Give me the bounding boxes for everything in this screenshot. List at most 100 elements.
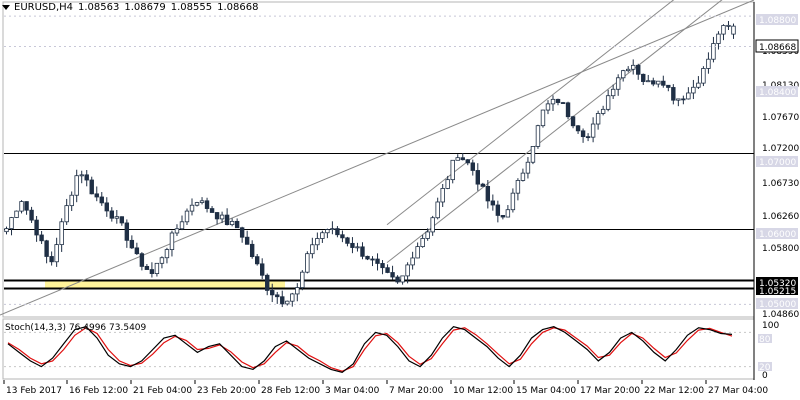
candle-body xyxy=(330,228,335,231)
svg-text:1.05000: 1.05000 xyxy=(759,300,796,310)
candle-body xyxy=(425,231,430,239)
candle-body xyxy=(395,276,400,283)
time-tick-label: 22 Mar 12:00 xyxy=(644,386,704,396)
candle-body xyxy=(430,217,435,233)
candle-body xyxy=(555,98,561,103)
candle-body xyxy=(19,201,24,212)
candle-body xyxy=(14,210,19,218)
candle-body xyxy=(530,146,536,163)
time-tick-label: 21 Feb 04:00 xyxy=(133,386,192,396)
svg-text:1.07000: 1.07000 xyxy=(759,158,796,168)
price-tags: 1.08800 1.08668 1.08400 1.07000 1.06000 … xyxy=(755,14,799,310)
candle-body xyxy=(89,179,94,195)
candle-body xyxy=(380,263,385,269)
candle-body xyxy=(340,234,345,239)
candle-body xyxy=(661,80,666,86)
time-axis: 13 Feb 2017 16 Feb 12:00 21 Feb 04:00 23 Fe… xyxy=(3,380,768,396)
svg-text:1.06000: 1.06000 xyxy=(759,230,796,240)
candle-body xyxy=(315,238,320,246)
candle-body xyxy=(415,246,420,259)
candle-body xyxy=(244,236,250,245)
candle-body xyxy=(350,242,355,248)
candle-body xyxy=(450,159,455,181)
candle-body xyxy=(285,300,290,305)
candle-body xyxy=(460,157,465,161)
candle-body xyxy=(270,290,275,296)
candle-body xyxy=(74,175,79,196)
candle-body xyxy=(119,216,125,224)
candle-body xyxy=(104,202,109,212)
time-tick-label: 15 Mar 04:00 xyxy=(516,386,576,396)
horizontal-levels xyxy=(4,153,754,290)
candle-body xyxy=(219,214,225,220)
candle-body xyxy=(545,103,551,111)
stochastic-signal-value: 73.5409 xyxy=(109,323,147,333)
candle-body xyxy=(701,68,706,84)
candle-body xyxy=(275,294,280,298)
price-tick: 1.05800 xyxy=(762,244,799,254)
candle-body xyxy=(666,84,671,88)
candle-body xyxy=(124,222,130,241)
symbol-timeframe: EURUSD,H4 xyxy=(14,2,74,13)
candle-body xyxy=(535,125,541,147)
candle-body xyxy=(99,196,104,204)
candle-body xyxy=(580,130,586,138)
candle-body xyxy=(129,239,135,249)
price-tick: 1.06260 xyxy=(762,212,799,222)
stochastic-lines xyxy=(4,326,754,373)
candle-body xyxy=(94,193,99,198)
stoch-level-label: 0 xyxy=(762,371,768,381)
candle-body xyxy=(465,159,470,164)
time-tick-label: 13 Feb 2017 xyxy=(6,386,62,396)
candle-body xyxy=(194,202,200,206)
candle-body xyxy=(520,172,526,181)
candle-body xyxy=(139,253,145,267)
dropdown-triangle-icon[interactable] xyxy=(2,5,10,10)
ohlc-high: 1.08679 xyxy=(124,2,166,13)
candle-body xyxy=(455,157,460,161)
price-tag-1-06000: 1.06000 xyxy=(756,228,798,240)
regression-channel xyxy=(0,0,755,316)
stochastic-main-value: 76.4996 xyxy=(68,323,107,333)
price-tag-current: 1.08668 xyxy=(755,39,799,53)
candle-body xyxy=(570,116,576,127)
price-tag-1-05000: 1.05000 xyxy=(756,298,798,310)
candle-body xyxy=(620,70,626,79)
candle-body xyxy=(29,209,34,221)
candle-body xyxy=(490,200,496,206)
svg-text:1.05215: 1.05215 xyxy=(759,287,796,297)
candle-body xyxy=(84,174,89,181)
candle-body xyxy=(64,205,69,223)
candle-body xyxy=(149,269,155,274)
candle-body xyxy=(631,64,636,70)
candle-body xyxy=(525,161,531,174)
candle-body xyxy=(470,162,475,171)
candle-body xyxy=(310,244,315,255)
stoch-level-label: 20 xyxy=(759,363,771,373)
candle-body xyxy=(179,221,185,230)
channel-lower-line xyxy=(0,0,755,316)
ohlc-close: 1.08668 xyxy=(217,2,259,13)
candle-body xyxy=(651,80,656,85)
candle-body xyxy=(345,237,350,244)
candle-body xyxy=(641,73,646,82)
candle-body xyxy=(214,212,220,220)
candle-body xyxy=(229,220,235,226)
price-tick: 1.07670 xyxy=(762,113,799,123)
stochastic-name: Stoch(14,3,3) xyxy=(5,323,67,333)
candle-body xyxy=(440,188,445,203)
candle-body xyxy=(355,246,360,249)
candle-body xyxy=(360,246,365,257)
support-zone xyxy=(45,280,285,289)
candle-body xyxy=(335,228,340,236)
stoch-axis: 100 80 20 0 xyxy=(758,321,779,381)
candle-body xyxy=(671,87,676,101)
candle-body xyxy=(410,257,415,266)
candle-body xyxy=(4,228,9,233)
svg-text:1.08668: 1.08668 xyxy=(759,43,796,53)
candle-body xyxy=(59,221,64,246)
time-tick-label: 16 Feb 12:00 xyxy=(69,386,128,396)
candle-body xyxy=(305,253,310,273)
candle-body xyxy=(385,267,390,273)
